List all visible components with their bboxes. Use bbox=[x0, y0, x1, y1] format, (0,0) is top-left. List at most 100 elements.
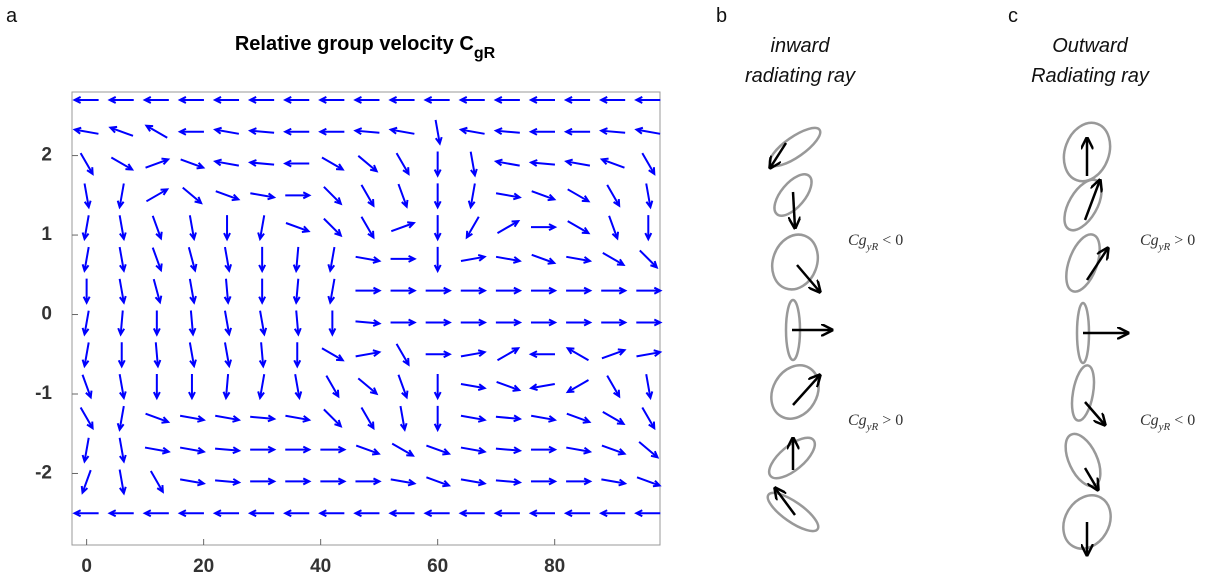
quiver-arrow bbox=[563, 127, 591, 136]
quiver-arrow bbox=[493, 509, 520, 518]
quiver-arrow bbox=[153, 342, 162, 369]
quiver-arrow bbox=[601, 444, 627, 456]
quiver-arrow bbox=[495, 478, 523, 486]
quiver-arrow bbox=[636, 476, 662, 488]
quiver-arrow bbox=[145, 412, 171, 424]
panel-label: c bbox=[1008, 5, 1018, 27]
quiver-arrow bbox=[495, 255, 522, 264]
quiver-arrow bbox=[142, 509, 169, 518]
quiver-arrow bbox=[247, 127, 275, 136]
quiver-arrow bbox=[423, 509, 450, 518]
quiver-arrow bbox=[250, 414, 277, 423]
quiver-arrow bbox=[391, 442, 415, 457]
quiver-arrow bbox=[149, 470, 164, 494]
quiver-arrow bbox=[177, 509, 204, 518]
quiver-arrow bbox=[152, 278, 163, 305]
quiver-arrow bbox=[81, 246, 90, 273]
cg-sub: yR bbox=[1158, 421, 1171, 433]
quiver-arrow bbox=[563, 509, 591, 518]
quiver-arrow bbox=[213, 126, 240, 135]
quiver-arrow bbox=[598, 96, 626, 104]
quiver-arrow bbox=[467, 183, 476, 210]
quiver-arrow bbox=[390, 318, 417, 327]
cg-main: Cg bbox=[848, 232, 867, 249]
quiver-arrow bbox=[434, 119, 443, 146]
quiver-arrow bbox=[223, 215, 231, 242]
quiver-arrow bbox=[565, 347, 589, 362]
quiver-arrow bbox=[318, 509, 345, 518]
panel-label: b bbox=[716, 5, 727, 27]
quiver-arrow bbox=[388, 96, 415, 104]
quiver-arrow bbox=[285, 414, 312, 423]
quiver-arrow bbox=[528, 96, 555, 104]
chart-title: Relative group velocity CgR bbox=[235, 33, 496, 62]
quiver-arrow bbox=[323, 186, 343, 206]
quiver-arrow bbox=[81, 310, 90, 337]
cg-sub: yR bbox=[866, 421, 879, 433]
quiver-arrow bbox=[187, 247, 198, 273]
quiver-arrow bbox=[426, 476, 452, 488]
quiver-arrow bbox=[530, 445, 558, 454]
quiver-arrow bbox=[116, 183, 125, 210]
ellipse bbox=[1062, 494, 1112, 550]
arrow bbox=[775, 488, 797, 516]
quiver-arrow bbox=[388, 509, 415, 518]
quiver-arrow bbox=[285, 445, 312, 454]
quiver-arrow bbox=[215, 190, 241, 202]
quiver-arrow bbox=[641, 406, 656, 431]
quiver-arrow bbox=[188, 374, 196, 401]
panel-b: b inward radiating ray CgyR < 0 CgyR > 0 bbox=[716, 5, 903, 533]
quiver-arrow bbox=[142, 96, 169, 104]
quiver-arrow bbox=[177, 127, 204, 136]
x-tick-label: 0 bbox=[81, 556, 92, 577]
quiver-arrow bbox=[145, 157, 171, 169]
quiver-arrow bbox=[460, 349, 487, 358]
quiver-arrow bbox=[465, 216, 480, 240]
x-tick-label: 80 bbox=[544, 556, 565, 577]
quiver-arrow bbox=[599, 157, 625, 169]
quiver-arrow bbox=[81, 215, 90, 242]
quiver-arrow bbox=[598, 509, 626, 518]
quiver-arrow bbox=[433, 151, 442, 178]
quiver-arrow bbox=[327, 246, 336, 273]
cg-label: CgyR < 0 bbox=[848, 232, 903, 253]
quiver-arrow bbox=[222, 374, 231, 401]
x-tick-label: 20 bbox=[193, 556, 214, 577]
quiver-arrow bbox=[152, 310, 161, 337]
arrow bbox=[1083, 180, 1100, 221]
quiver-arrow bbox=[397, 374, 409, 400]
quiver-arrow bbox=[566, 412, 592, 424]
quiver-arrow bbox=[355, 319, 382, 327]
quiver-arrow bbox=[188, 310, 197, 337]
quiver-arrow bbox=[355, 255, 382, 264]
quiver-arrow bbox=[493, 127, 520, 136]
quiver-arrow bbox=[390, 221, 416, 233]
quiver-arrow bbox=[634, 96, 661, 104]
ellipse bbox=[766, 491, 820, 533]
quiver-arrow bbox=[285, 222, 311, 233]
quiver-arrow bbox=[530, 318, 558, 327]
quiver-arrow bbox=[223, 278, 232, 305]
quiver-arrow bbox=[179, 478, 206, 487]
quiver-arrow bbox=[177, 96, 204, 104]
quiver-arrow bbox=[433, 246, 442, 274]
title-sub: gR bbox=[474, 45, 496, 62]
quiver-arrow bbox=[318, 127, 345, 136]
quiver-arrow bbox=[566, 255, 593, 264]
quiver-area bbox=[72, 96, 663, 518]
quiver-arrow bbox=[144, 124, 168, 139]
quiver-arrow bbox=[530, 223, 558, 231]
panel-label: a bbox=[6, 5, 18, 27]
quiver-arrow bbox=[110, 156, 135, 171]
quiver-arrow bbox=[495, 446, 523, 455]
quiver-arrow bbox=[634, 126, 661, 135]
quiver-arrow bbox=[355, 349, 382, 358]
quiver-arrow bbox=[118, 469, 127, 496]
quiver-arrow bbox=[530, 286, 558, 295]
quiver-arrow bbox=[215, 446, 242, 455]
quiver-arrow bbox=[145, 188, 170, 203]
quiver-arrow bbox=[645, 374, 654, 401]
quiver-arrow bbox=[82, 278, 91, 305]
quiver-arrow bbox=[433, 374, 442, 401]
